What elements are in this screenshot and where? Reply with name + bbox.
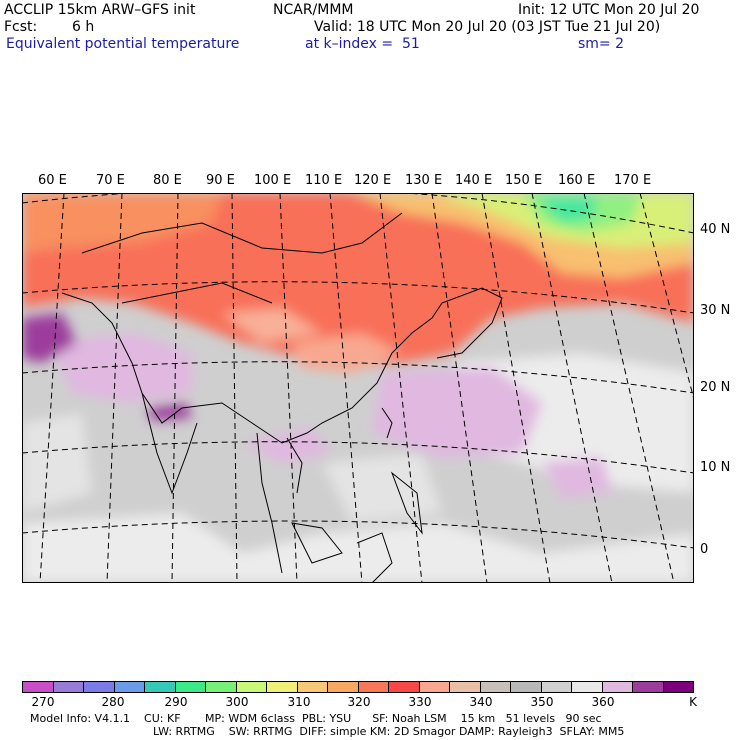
colorbar-label: 300 <box>225 695 249 709</box>
lat-label: 30 N <box>700 303 731 318</box>
org-label: NCAR/MMM <box>273 2 354 18</box>
colorbar-swatch <box>236 682 267 692</box>
colorbar-swatch <box>633 682 664 692</box>
lon-label: 140 E <box>455 173 493 188</box>
forecast-label: Fcst: <box>4 19 38 35</box>
colorbar-swatch <box>328 682 359 692</box>
colorbar-label: 280 <box>101 695 125 709</box>
colorbar-swatch <box>419 682 450 692</box>
lon-label: 100 E <box>254 173 292 188</box>
colorbar-swatch <box>267 682 298 692</box>
model-info-line1: Model Info: V4.1.1 CU: KF MP: WDM 6class… <box>30 712 602 725</box>
colorbar-swatch <box>145 682 176 692</box>
colorbar-swatch <box>206 682 237 692</box>
colorbar-swatch <box>541 682 572 692</box>
lon-label: 130 E <box>405 173 443 188</box>
colorbar-label: 340 <box>469 695 493 709</box>
colorbar-swatch <box>358 682 389 692</box>
lat-label: 0 <box>700 542 709 557</box>
lon-label: 160 E <box>558 173 596 188</box>
graticule <box>22 193 694 583</box>
colorbar <box>22 681 694 693</box>
colorbar-swatch <box>389 682 420 692</box>
colorbar-label: 360 <box>591 695 615 709</box>
lon-label: 150 E <box>505 173 543 188</box>
colorbar-swatch <box>602 682 633 692</box>
colorbar-swatch <box>175 682 206 692</box>
coastlines <box>61 212 503 583</box>
colorbar-swatch <box>53 682 84 692</box>
colorbar-swatch <box>480 682 511 692</box>
theta-e-map <box>22 193 694 583</box>
colorbar-swatch <box>511 682 542 692</box>
init-time: Init: 12 UTC Mon 20 Jul 20 <box>518 2 700 18</box>
lon-label: 90 E <box>206 173 235 188</box>
colorbar-swatch <box>84 682 115 692</box>
colorbar-swatch <box>297 682 328 692</box>
colorbar-label: 350 <box>530 695 554 709</box>
lon-label: 170 E <box>614 173 652 188</box>
colorbar-label: 270 <box>31 695 55 709</box>
colorbar-label: 320 <box>347 695 371 709</box>
lat-label: 40 N <box>700 222 731 237</box>
lon-label: 60 E <box>38 173 67 188</box>
colorbar-unit: K <box>689 695 697 709</box>
model-info-line2: LW: RRTMG SW: RRTMG DIFF: simple KM: 2D … <box>153 725 625 738</box>
colorbar-swatch <box>450 682 481 692</box>
lon-label: 110 E <box>305 173 343 188</box>
purple-regions <box>22 313 612 498</box>
lat-label: 10 N <box>700 460 731 475</box>
lon-label: 80 E <box>153 173 182 188</box>
colorbar-label: 310 <box>287 695 311 709</box>
smoothing-value: sm= 2 <box>578 36 625 52</box>
colorbar-swatch <box>23 682 54 692</box>
colorbar-label: 330 <box>408 695 432 709</box>
colorbar-swatch <box>663 682 693 692</box>
colorbar-swatch <box>572 682 603 692</box>
lon-label: 120 E <box>354 173 392 188</box>
valid-time: Valid: 18 UTC Mon 20 Jul 20 (03 JST Tue … <box>314 19 661 35</box>
field-name: Equivalent potential temperature <box>6 36 240 52</box>
colorbar-swatch <box>114 682 145 692</box>
level-index: at k–index = 51 <box>305 36 420 52</box>
colorbar-label: 290 <box>164 695 188 709</box>
forecast-hour: 6 h <box>72 19 95 35</box>
lon-label: 70 E <box>96 173 125 188</box>
lat-label: 20 N <box>700 380 731 395</box>
model-title: ACCLIP 15km ARW–GFS init <box>4 2 196 18</box>
